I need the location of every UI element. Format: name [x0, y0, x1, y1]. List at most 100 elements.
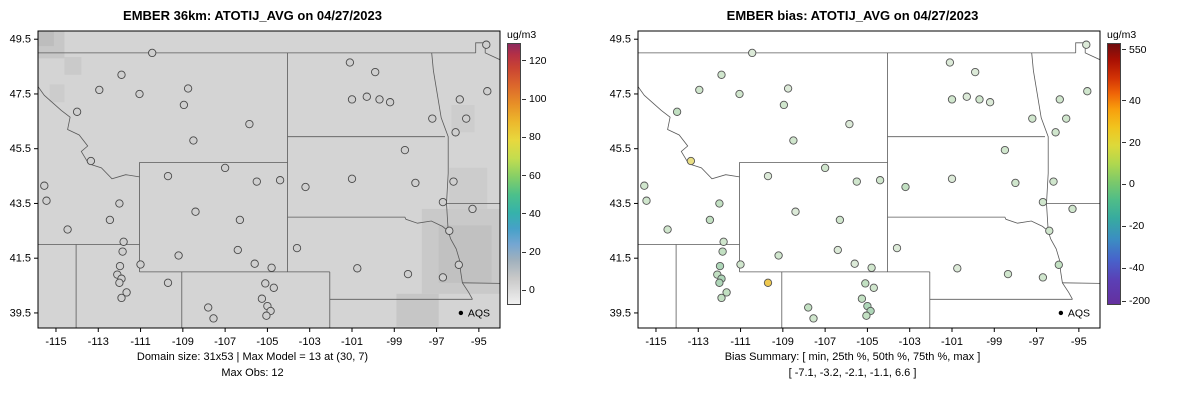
colorbar-tick-mark	[522, 289, 526, 291]
station-dot	[861, 279, 870, 288]
colorbar-tick-mark	[522, 60, 526, 62]
colorbar-tick-label: 60	[529, 169, 541, 182]
colorbar-tick-label: 40	[529, 207, 541, 220]
state-boundaries	[38, 42, 500, 328]
station-dot	[947, 95, 957, 104]
state-boundary-line	[462, 282, 500, 284]
station-dot	[445, 226, 454, 235]
station-dot	[454, 260, 463, 269]
colorbar-tick-label: 100	[529, 93, 547, 106]
station-dot	[852, 177, 861, 186]
map-background	[638, 31, 1100, 328]
station-dot	[783, 84, 793, 93]
colorbar-tick: 0	[522, 284, 535, 296]
x-tick-label: -113	[88, 336, 109, 348]
x-tick-label: -103	[299, 336, 321, 348]
model-field-patch	[38, 31, 54, 47]
station-dot	[715, 278, 724, 287]
colorbar-tick-mark	[1122, 49, 1126, 51]
station-dot	[1028, 114, 1037, 123]
station-dot	[875, 176, 885, 185]
bias-panel-footer: Bias Summary: [ min, 25th %, 50th %, 75t…	[600, 350, 1105, 382]
station-dot	[862, 311, 871, 320]
station-dot	[353, 264, 362, 273]
bias-colorbar-units-label: ug/m3	[1107, 29, 1137, 41]
station-dot	[468, 204, 477, 214]
colorbar-tick: 40	[1122, 95, 1141, 107]
y-tick-label: 39.5	[610, 307, 631, 319]
colorbar-tick-label: -200	[1129, 295, 1151, 308]
bias-colorbar-gradient	[1107, 43, 1121, 305]
station-dot	[148, 48, 157, 58]
x-tick-label: -97	[1029, 336, 1045, 348]
x-tick-label: -103	[899, 336, 921, 348]
station-dot	[105, 215, 115, 225]
station-dot	[275, 176, 285, 185]
station-dot	[736, 260, 745, 269]
model-field-patch	[49, 84, 65, 103]
x-tick-label: -107	[214, 336, 236, 348]
colorbar-tick-mark	[522, 213, 526, 215]
station-dot	[1054, 260, 1063, 269]
colorbar-tick: -20	[1122, 220, 1144, 232]
station-dot	[400, 145, 410, 155]
x-tick-label: -111	[730, 336, 750, 348]
x-tick-label: -105	[856, 336, 878, 348]
station-dot	[640, 181, 649, 190]
station-dot	[451, 128, 460, 137]
aqs-legend-label: AQS	[1068, 307, 1090, 319]
x-tick-label: -109	[172, 336, 194, 348]
y-tick-label: 47.5	[10, 88, 31, 100]
x-tick-label: -109	[772, 336, 794, 348]
state-boundary-line	[887, 216, 1049, 232]
state-boundaries	[638, 42, 1100, 328]
aqs-legend: AQS	[458, 307, 490, 319]
station-dot	[163, 278, 173, 287]
station-dot	[642, 196, 651, 205]
colorbar-tick-label: 20	[529, 246, 541, 259]
station-points	[640, 40, 1092, 323]
colorbar-tick: 60	[522, 170, 541, 182]
station-dot	[385, 98, 395, 107]
station-dot	[947, 174, 957, 183]
y-tick-label: 45.5	[10, 143, 31, 155]
bias-plot-row: -115 -113 -111 -109 -107 -105 -103 -101 -99 -97 -9…	[600, 23, 1200, 358]
station-dot	[136, 260, 145, 269]
station-dot	[269, 283, 278, 292]
x-tick-label: -99	[986, 336, 1002, 348]
station-dot	[462, 114, 471, 123]
station-dot	[850, 259, 859, 268]
station-dot	[115, 261, 125, 271]
model-panel-footer: Domain size: 31x53 | Max Model = 13 at (…	[0, 350, 505, 382]
station-dot	[718, 247, 727, 256]
station-dot	[482, 40, 491, 49]
bias-map: -115 -113 -111 -109 -107 -105 -103 -101 -99 -97 -9…	[610, 30, 1101, 348]
colorbar-tick: -200	[1122, 295, 1150, 307]
station-dot	[1055, 95, 1064, 104]
colorbar-tick: -40	[1122, 262, 1144, 274]
station-dot	[347, 95, 357, 104]
station-points	[40, 40, 492, 323]
x-tick-label: -115	[645, 336, 666, 348]
colorbar-tick: 40	[522, 208, 541, 220]
colorbar-tick-label: 40	[1129, 94, 1141, 107]
station-dot	[163, 171, 173, 181]
station-dot	[267, 263, 276, 272]
colorbar-tick: 100	[522, 93, 547, 105]
x-tick-label: -97	[429, 336, 445, 348]
station-dot	[209, 314, 218, 323]
station-dot	[1045, 226, 1054, 235]
station-dot	[774, 251, 783, 260]
y-tick-label: 47.5	[610, 88, 631, 100]
colorbar-tick-mark	[522, 136, 526, 138]
y-tick-label: 41.5	[10, 253, 31, 265]
aqs-legend-dot	[458, 310, 464, 316]
station-dot	[1049, 177, 1058, 186]
station-dot	[715, 199, 724, 208]
colorbar-tick: 120	[522, 55, 547, 67]
model-colorbar-gradient	[507, 43, 521, 305]
station-dot	[715, 261, 725, 271]
station-dot	[663, 225, 672, 234]
x-tick-label: -95	[1071, 336, 1087, 348]
